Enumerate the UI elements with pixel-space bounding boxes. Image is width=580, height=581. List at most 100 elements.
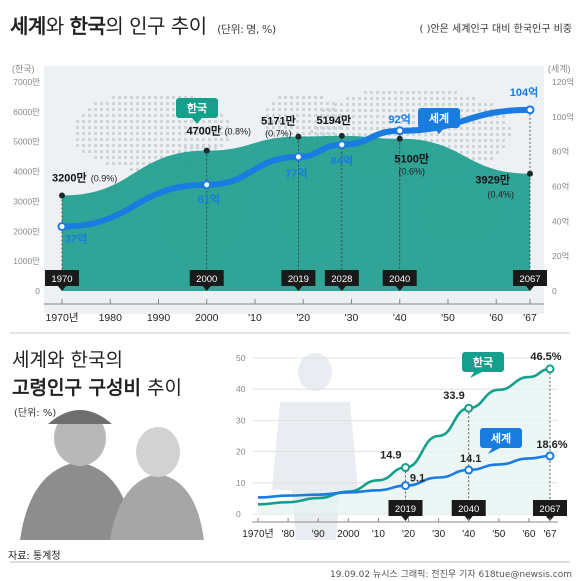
map-dot bbox=[208, 126, 211, 129]
map-dot bbox=[196, 126, 199, 129]
map-dot bbox=[166, 132, 169, 135]
map-dot bbox=[118, 126, 121, 129]
world-point bbox=[57, 222, 67, 232]
korea-aging-area bbox=[258, 368, 550, 514]
year-badge-pointer bbox=[526, 286, 534, 291]
map-dot bbox=[106, 126, 109, 129]
map-dot bbox=[382, 97, 385, 100]
map-dot bbox=[290, 126, 293, 129]
world-aging-badge-pointer bbox=[488, 448, 500, 454]
map-dot bbox=[178, 126, 181, 129]
map-dot bbox=[352, 127, 355, 130]
right-tick-label: 120억 bbox=[552, 77, 574, 87]
map-dot bbox=[314, 120, 317, 123]
map-dot bbox=[460, 109, 463, 112]
korea-value-label: 5100만 bbox=[394, 152, 429, 166]
map-dot bbox=[484, 145, 487, 148]
korea-share-label: (0.9%) bbox=[91, 173, 118, 183]
map-dot bbox=[106, 162, 109, 165]
map-dot bbox=[88, 150, 91, 153]
map-dot bbox=[130, 132, 133, 135]
map-dot bbox=[124, 126, 127, 129]
world-aging-point bbox=[401, 481, 411, 491]
map-dot bbox=[448, 133, 451, 136]
map-dot bbox=[166, 126, 169, 129]
map-dot bbox=[172, 108, 175, 111]
map-dot bbox=[484, 133, 487, 136]
map-dot bbox=[376, 97, 379, 100]
korea-aging-point bbox=[545, 364, 555, 374]
map-dot bbox=[466, 97, 469, 100]
map-dot bbox=[178, 144, 181, 147]
map-dot bbox=[376, 115, 379, 118]
left-tick-label: 2000만 bbox=[13, 226, 40, 236]
aging-unit: (단위: %) bbox=[14, 408, 57, 419]
map-dot bbox=[322, 109, 325, 112]
map-dot bbox=[400, 121, 403, 124]
man-cap bbox=[48, 410, 112, 424]
y-tick-label: 20 bbox=[236, 447, 246, 457]
map-dot bbox=[82, 132, 85, 135]
x-tick-label: '60 bbox=[489, 312, 503, 324]
aging-x-tick-label: '67 bbox=[543, 529, 556, 540]
map-dot bbox=[112, 150, 115, 153]
map-dot bbox=[328, 133, 331, 136]
aging-x-tick-label: 1970년 bbox=[242, 528, 273, 540]
map-dot bbox=[214, 132, 217, 135]
map-dot bbox=[484, 139, 487, 142]
map-dot bbox=[394, 121, 397, 124]
map-dot bbox=[490, 151, 493, 154]
map-dot bbox=[196, 144, 199, 147]
map-dot bbox=[226, 126, 229, 129]
map-dot bbox=[130, 156, 133, 159]
map-dot bbox=[472, 127, 475, 130]
map-dot bbox=[220, 138, 223, 141]
map-dot bbox=[296, 114, 299, 117]
title-rest: 의 인구 추이 bbox=[105, 14, 207, 38]
map-dot bbox=[184, 132, 187, 135]
woman-head bbox=[136, 427, 180, 477]
year-badge-bg bbox=[45, 270, 79, 286]
aging-x-tick-label: 2000 bbox=[337, 529, 360, 540]
y-tick-label: 10 bbox=[236, 478, 246, 488]
map-dot bbox=[214, 120, 217, 123]
map-dot bbox=[484, 121, 487, 124]
map-dot bbox=[388, 97, 391, 100]
map-dot bbox=[394, 103, 397, 106]
map-dot bbox=[100, 120, 103, 123]
map-dot bbox=[338, 126, 341, 129]
map-dot bbox=[334, 133, 337, 136]
map-dot bbox=[460, 97, 463, 100]
map-dot bbox=[172, 114, 175, 117]
map-dot bbox=[124, 120, 127, 123]
map-dot bbox=[166, 108, 169, 111]
map-dot bbox=[334, 127, 337, 130]
map-dot bbox=[214, 146, 217, 149]
map-dot bbox=[478, 121, 481, 124]
map-dot bbox=[394, 91, 397, 94]
map-dot bbox=[112, 162, 115, 165]
map-dot bbox=[136, 96, 139, 99]
map-dot bbox=[302, 126, 305, 129]
map-dot bbox=[332, 102, 335, 105]
map-dot bbox=[322, 121, 325, 124]
map-dot bbox=[220, 132, 223, 135]
map-dot bbox=[226, 132, 229, 135]
map-dot bbox=[94, 126, 97, 129]
map-dot bbox=[322, 115, 325, 118]
map-dot bbox=[478, 145, 481, 148]
map-dot bbox=[278, 126, 281, 129]
map-dot bbox=[388, 121, 391, 124]
map-dot bbox=[296, 96, 299, 99]
map-dot bbox=[346, 103, 349, 106]
map-dot bbox=[94, 138, 97, 141]
map-dot bbox=[376, 109, 379, 112]
map-dot bbox=[290, 120, 293, 123]
x-tick-label: '30 bbox=[345, 312, 359, 324]
map-dot bbox=[308, 114, 311, 117]
map-dot bbox=[76, 132, 79, 135]
map-dot bbox=[82, 114, 85, 117]
map-dot bbox=[142, 114, 145, 117]
korea-share-label: (0.8%) bbox=[224, 127, 251, 137]
map-dot bbox=[160, 156, 163, 159]
